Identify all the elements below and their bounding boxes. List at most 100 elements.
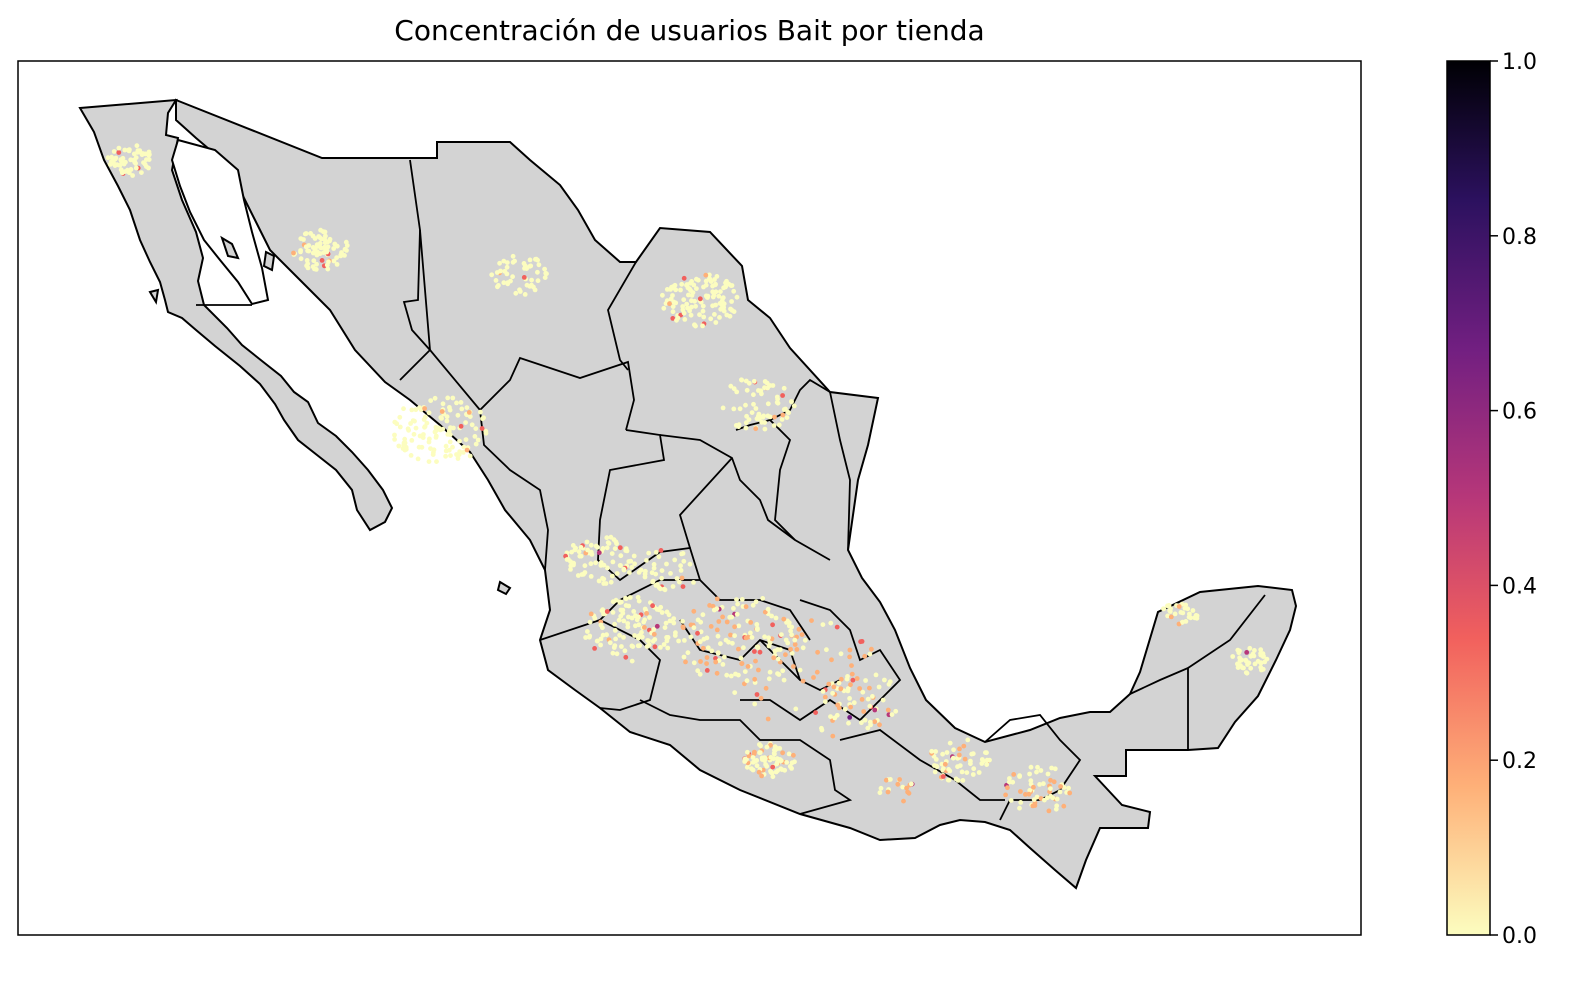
store-point — [759, 773, 764, 779]
store-point — [741, 645, 746, 651]
store-point — [737, 406, 743, 412]
store-point — [130, 173, 136, 178]
store-point — [809, 618, 814, 623]
store-point — [461, 450, 466, 455]
store-point — [505, 281, 511, 287]
store-point — [604, 632, 609, 638]
store-point — [799, 632, 805, 637]
store-point — [783, 637, 789, 643]
store-point — [457, 438, 462, 444]
store-point — [1041, 781, 1046, 787]
store-point — [867, 703, 873, 709]
store-point — [493, 278, 499, 283]
store-point — [867, 651, 873, 657]
store-point — [743, 420, 749, 426]
store-point — [589, 552, 595, 557]
store-point — [652, 637, 658, 642]
store-point — [677, 579, 682, 585]
store-point — [1048, 777, 1053, 783]
store-point — [733, 671, 738, 677]
store-point — [940, 774, 946, 779]
store-point — [420, 435, 426, 440]
store-point — [1176, 604, 1182, 609]
store-point — [604, 545, 610, 551]
store-point — [543, 270, 549, 276]
store-point — [785, 618, 790, 624]
store-point — [704, 635, 710, 641]
store-point — [674, 317, 679, 323]
store-point — [861, 709, 867, 714]
store-point — [728, 383, 734, 389]
store-point — [1003, 792, 1008, 798]
store-point — [1017, 805, 1022, 811]
store-point — [865, 725, 871, 731]
store-point — [681, 275, 687, 281]
store-point — [728, 673, 734, 679]
store-point — [781, 407, 787, 412]
store-point — [631, 609, 637, 614]
store-point — [665, 645, 671, 651]
store-point — [658, 645, 663, 650]
store-point — [455, 456, 461, 461]
store-point — [900, 784, 906, 790]
store-point — [408, 453, 414, 458]
store-point — [1235, 661, 1240, 667]
store-point — [781, 616, 787, 622]
store-point — [617, 545, 623, 551]
store-point — [701, 314, 707, 320]
store-point — [303, 231, 309, 236]
store-point — [621, 635, 626, 640]
store-point — [652, 644, 658, 650]
store-point — [822, 694, 828, 700]
store-point — [609, 573, 615, 579]
store-point — [704, 294, 710, 300]
gulf-water-shape — [170, 138, 270, 306]
store-point — [495, 284, 500, 290]
colorbar-tick-label: 0.0 — [1502, 924, 1537, 949]
store-point — [428, 398, 434, 403]
store-point — [658, 548, 664, 553]
store-point — [744, 764, 750, 770]
store-point — [1037, 782, 1042, 787]
store-point — [443, 453, 448, 459]
store-point — [759, 391, 764, 397]
store-point — [715, 651, 721, 656]
store-point — [826, 681, 832, 687]
store-point — [756, 388, 761, 393]
store-point — [732, 690, 738, 695]
store-point — [618, 563, 623, 568]
store-point — [765, 606, 771, 612]
store-point — [632, 633, 637, 638]
store-point — [933, 757, 939, 762]
store-point — [728, 632, 733, 638]
store-point — [1172, 611, 1178, 617]
store-point — [458, 400, 464, 405]
store-point — [1006, 779, 1012, 785]
colorbar: 0.0 0.2 0.4 0.6 0.8 1.0 — [1446, 50, 1537, 949]
store-point — [867, 685, 872, 691]
store-point — [618, 553, 624, 559]
store-point — [758, 743, 763, 749]
store-point — [828, 620, 834, 626]
store-point — [312, 266, 317, 272]
store-point — [625, 624, 631, 630]
store-point — [1243, 658, 1249, 664]
store-point — [960, 778, 966, 783]
store-point — [847, 715, 853, 720]
store-point — [691, 282, 697, 288]
store-point — [392, 437, 397, 442]
store-point — [629, 658, 635, 664]
store-point — [653, 549, 659, 555]
store-point — [625, 621, 631, 626]
store-point — [846, 720, 851, 726]
store-point — [684, 282, 689, 288]
store-point — [1011, 772, 1017, 777]
store-point — [704, 655, 710, 660]
store-point — [854, 676, 860, 681]
store-point — [834, 624, 840, 630]
store-point — [464, 405, 470, 410]
store-point — [585, 547, 590, 553]
store-point — [1186, 614, 1192, 620]
store-point — [715, 633, 721, 639]
store-point — [1066, 785, 1071, 791]
